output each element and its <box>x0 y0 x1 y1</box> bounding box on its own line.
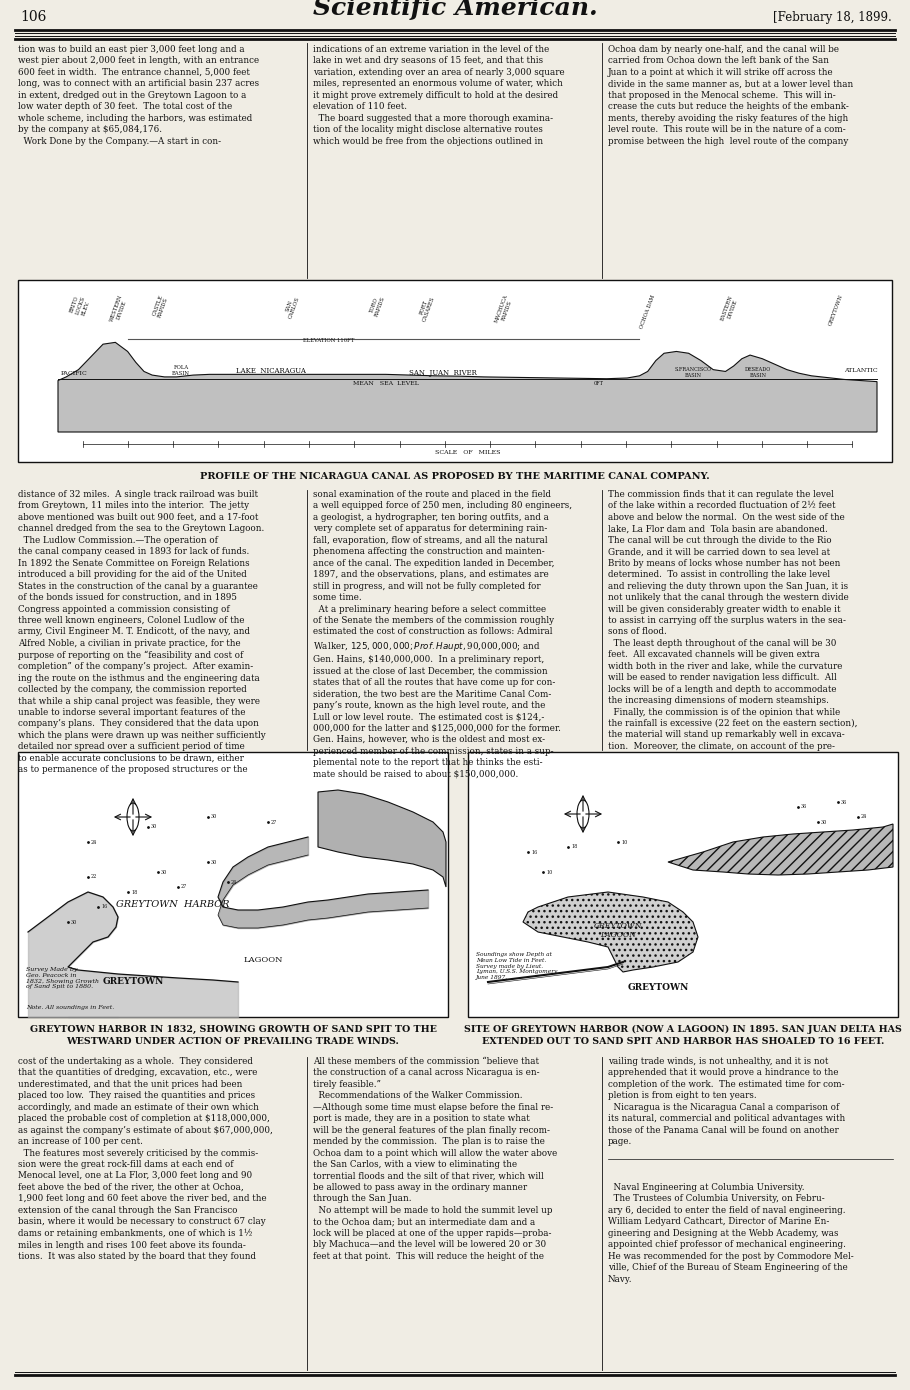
Text: CASTLE
RAPIDS: CASTLE RAPIDS <box>152 295 169 318</box>
Text: SCALE   OF   MILES: SCALE OF MILES <box>435 450 500 455</box>
Text: 30: 30 <box>71 920 77 924</box>
Text: All these members of the commission “believe that
the construction of a canal ac: All these members of the commission “bel… <box>313 1056 557 1261</box>
Text: indications of an extreme variation in the level of the
lake in wet and dry seas: indications of an extreme variation in t… <box>313 44 564 146</box>
Bar <box>18 279 892 461</box>
Text: OCHOA DAM: OCHOA DAM <box>639 295 656 329</box>
Ellipse shape <box>577 801 589 828</box>
Text: 24: 24 <box>231 880 238 884</box>
Text: GREYTOWN  HARBOR: GREYTOWN HARBOR <box>116 899 229 909</box>
Text: 30: 30 <box>151 824 157 830</box>
Text: PORT
CASARES: PORT CASARES <box>417 295 436 322</box>
Text: GREYTOWN: GREYTOWN <box>102 977 164 986</box>
Text: 36: 36 <box>801 805 807 809</box>
Text: EASTERN
DIVIDE: EASTERN DIVIDE <box>720 295 739 322</box>
Text: GREYTOWN: GREYTOWN <box>627 983 689 992</box>
Text: WESTERN
DIVIDE: WESTERN DIVIDE <box>109 295 129 324</box>
Text: [February 18, 1899.: [February 18, 1899. <box>774 11 892 24</box>
Text: MACHUCA
RAPIDS: MACHUCA RAPIDS <box>494 295 514 325</box>
Polygon shape <box>523 892 698 972</box>
Bar <box>18 752 448 1017</box>
Text: FOLA
BASIN: FOLA BASIN <box>172 366 190 377</box>
Polygon shape <box>668 824 893 874</box>
Text: 0FT: 0FT <box>593 381 603 386</box>
Text: 30: 30 <box>211 859 217 865</box>
Text: SAN  JUAN  RIVER: SAN JUAN RIVER <box>409 368 477 377</box>
Text: MEAN   SEA  LEVEL: MEAN SEA LEVEL <box>353 381 419 385</box>
Text: BRITO
LOCKS
ELEV.: BRITO LOCKS ELEV. <box>69 295 91 318</box>
Text: GREYTOWN: GREYTOWN <box>828 295 844 327</box>
Text: 30: 30 <box>821 820 827 824</box>
Text: SITE OF GREYTOWN HARBOR (NOW A LAGOON) IN 1895. SAN JUAN DELTA HAS
EXTENDED OUT : SITE OF GREYTOWN HARBOR (NOW A LAGOON) I… <box>464 1024 902 1045</box>
Text: PROFILE OF THE NICARAGUA CANAL AS PROPOSED BY THE MARITIME CANAL COMPANY.: PROFILE OF THE NICARAGUA CANAL AS PROPOS… <box>200 473 710 481</box>
Text: PACIFIC: PACIFIC <box>61 371 87 377</box>
Text: ATLANTIC: ATLANTIC <box>844 368 877 374</box>
Text: cost of the undertaking as a whole.  They considered
that the quantities of dred: cost of the undertaking as a whole. They… <box>18 1056 273 1261</box>
Text: 10: 10 <box>546 870 552 874</box>
Text: vailing trade winds, is not unhealthy, and it is not
apprehended that it would p: vailing trade winds, is not unhealthy, a… <box>608 1056 854 1283</box>
Text: LAKE  NICARAGUA: LAKE NICARAGUA <box>236 367 306 375</box>
Text: 27: 27 <box>181 884 187 890</box>
Polygon shape <box>58 342 877 432</box>
Text: Soundings show Depth at
Mean Low Tide in Feet.
Survey made by Lieut.
Lyman, U.S.: Soundings show Depth at Mean Low Tide in… <box>476 952 557 980</box>
Text: Scientific American.: Scientific American. <box>313 0 597 19</box>
Text: tion was to build an east pier 3,000 feet long and a
west pier about 2,000 feet : tion was to build an east pier 3,000 fee… <box>18 44 259 146</box>
Text: DESEADO
BASIN: DESEADO BASIN <box>745 367 772 378</box>
Ellipse shape <box>127 803 139 831</box>
Text: 22: 22 <box>91 874 97 880</box>
Text: 106: 106 <box>20 10 46 24</box>
Text: Ochoa dam by nearly one-half, and the canal will be
carried from Ochoa down the : Ochoa dam by nearly one-half, and the ca… <box>608 44 854 146</box>
Text: 18: 18 <box>571 845 577 849</box>
Text: GREYTOWN HARBOR IN 1832, SHOWING GROWTH OF SAND SPIT TO THE
WESTWARD UNDER ACTIO: GREYTOWN HARBOR IN 1832, SHOWING GROWTH … <box>29 1024 437 1045</box>
Text: ELEVATION 110FT: ELEVATION 110FT <box>303 338 354 343</box>
Text: S.FRANCISCO
BASIN: S.FRANCISCO BASIN <box>674 367 712 378</box>
Text: 30: 30 <box>211 815 217 820</box>
Text: 16: 16 <box>531 849 537 855</box>
Polygon shape <box>318 790 446 887</box>
Text: 24: 24 <box>91 840 97 845</box>
Text: 30: 30 <box>161 870 167 874</box>
Text: sonal examination of the route and placed in the field
a well equipped force of : sonal examination of the route and place… <box>313 491 572 778</box>
Bar <box>468 752 898 1017</box>
Text: 18: 18 <box>131 890 137 895</box>
Text: Note. All soundings in Feet.: Note. All soundings in Feet. <box>26 1005 115 1011</box>
Text: 36: 36 <box>841 799 847 805</box>
Text: 27: 27 <box>271 820 278 824</box>
Text: GREYTOWN
LAGOON: GREYTOWN LAGOON <box>594 922 642 940</box>
Text: Survey Made by
Geo. Peacock in
1832, Showing Growth
of Sand Spit to 1880.: Survey Made by Geo. Peacock in 1832, Sho… <box>26 967 99 990</box>
Text: 16: 16 <box>101 905 107 909</box>
Text: LAGOON: LAGOON <box>243 956 283 965</box>
Text: 24: 24 <box>861 815 867 820</box>
Text: distance of 32 miles.  A single track railroad was built
from Greytown, 11 miles: distance of 32 miles. A single track rai… <box>18 491 266 774</box>
Text: SAN
CARLOS: SAN CARLOS <box>282 295 300 320</box>
Text: The commission finds that it can regulate the level
of the lake within a recorde: The commission finds that it can regulat… <box>608 491 857 751</box>
Text: TORO
RAPIDS: TORO RAPIDS <box>369 295 386 317</box>
Text: 10: 10 <box>621 840 627 845</box>
